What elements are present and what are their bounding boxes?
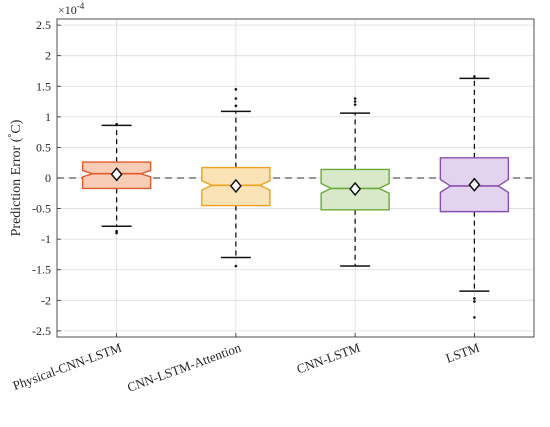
outlier-point xyxy=(473,297,476,300)
outlier-point xyxy=(473,75,476,78)
outlier-point xyxy=(115,229,118,233)
mean-marker xyxy=(110,167,123,182)
box-1 xyxy=(81,122,152,235)
outlier-point xyxy=(115,231,118,235)
outlier-point xyxy=(353,100,357,103)
y-tick-label: 1 xyxy=(45,110,51,124)
box-3 xyxy=(320,97,390,267)
box-4 xyxy=(439,75,510,319)
y-tick-label: 2.5 xyxy=(36,18,51,32)
x-axis-ticks: Physical-CNN-LSTM CNN-LSTM-Attention CNN-L… xyxy=(11,333,482,395)
y-exponent-base: ×10 xyxy=(58,3,77,17)
outlier-point xyxy=(473,300,476,303)
y-axis-ticks: 2.5 2 1.5 1 0.5 0 -0.5 -1 -1.5 -2 -2.5 xyxy=(32,18,61,338)
y-tick-label: 0.5 xyxy=(36,140,51,154)
y-axis-label-unit: C) xyxy=(9,119,24,133)
y-tick-label: 1.5 xyxy=(36,79,51,93)
y-tick-label: -2.5 xyxy=(32,324,51,338)
outlier-point xyxy=(234,264,238,268)
y-tick-label: -0.5 xyxy=(32,202,51,216)
y-axis-label-degree: ° xyxy=(7,134,18,138)
y-axis-label-main: Prediction Error ( xyxy=(9,137,24,236)
outlier-point xyxy=(234,97,238,100)
y-tick-label: -1.5 xyxy=(32,263,51,277)
box-2 xyxy=(201,88,271,268)
mean-marker xyxy=(229,178,242,194)
y-tick-label: -1 xyxy=(41,232,51,246)
box-series xyxy=(81,75,510,319)
y-exponent-power: -4 xyxy=(77,1,85,11)
outlier-point xyxy=(234,104,238,108)
mean-marker xyxy=(349,181,362,197)
y-exponent-label: ×10-4 xyxy=(58,1,85,17)
y-tick-label: 0 xyxy=(45,171,51,185)
x-tick-label: CNN-LSTM xyxy=(295,340,363,377)
x-tick-label: LSTM xyxy=(444,340,482,366)
y-axis-label: Prediction Error (°C) xyxy=(7,119,24,236)
outlier-point xyxy=(353,97,357,100)
outlier-point xyxy=(115,122,118,126)
x-tick-label: CNN-LSTM-Attention xyxy=(125,340,243,395)
outlier-point xyxy=(353,103,357,106)
x-tick-label: Physical-CNN-LSTM xyxy=(11,340,124,394)
outlier-point xyxy=(234,88,238,91)
outlier-point xyxy=(473,316,476,319)
y-tick-label: -2 xyxy=(41,293,51,307)
y-tick-label: 2 xyxy=(45,49,51,63)
mean-marker xyxy=(468,177,481,192)
